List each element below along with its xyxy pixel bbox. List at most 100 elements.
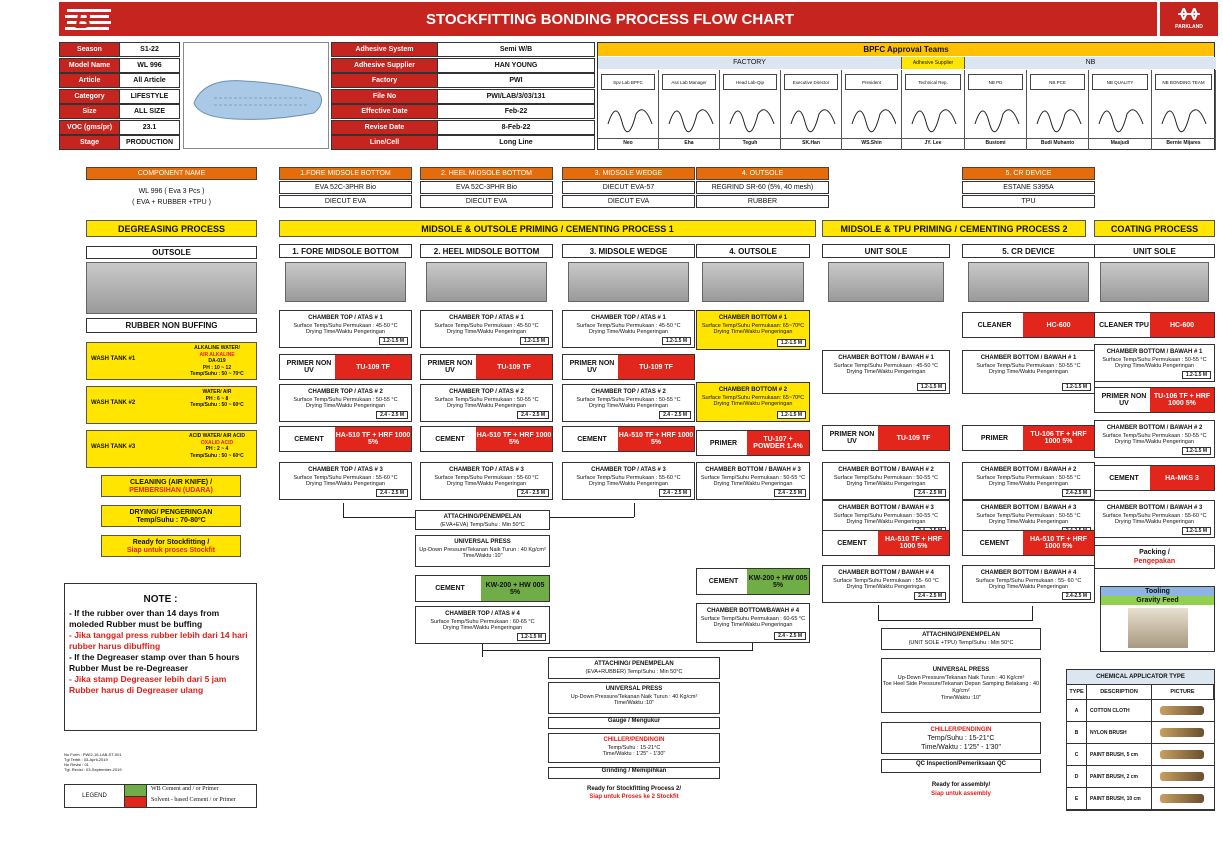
chemical-step: CLEANER TPU HC-600 [1094, 312, 1215, 338]
component-line1: ESTANE S395A [962, 181, 1095, 194]
info-label: Size [60, 105, 120, 118]
drying-step: DRYING/ PENGERINGAN Temp/Suhu : 70-80ºC [101, 505, 241, 527]
chemical-step: CEMENT HA-510 TF + HRF 1000 5% [420, 426, 553, 452]
chemical-name: TU-109 TF [878, 426, 949, 450]
chamber-time: Drying Time/Waktu Pengeringan [846, 519, 926, 526]
chamber-time: Drying Time/Waktu Pengeringan [306, 329, 385, 336]
applicator-type: C [1067, 744, 1087, 765]
chemical-name: HA-510 TF + HRF 1000 5% [618, 427, 694, 451]
ready-stockfit: Ready for Stockfitting / Siap untuk prose… [101, 535, 241, 557]
info-label: VOC (gms/pr) [60, 120, 120, 134]
approval-title: BPFC Approval Teams [598, 43, 1214, 56]
chamber-title: CHAMBER BOTTOM / BAWAH # 4 [980, 570, 1077, 576]
info-value: All Article [133, 77, 166, 84]
chamber-time: Drying Time/Waktu Pengeringan [1115, 519, 1194, 526]
chamber-time: Drying Time/Waktu Pengeringan [447, 329, 526, 336]
chamber-time: Drying Time/Waktu Pengeringan [589, 403, 668, 410]
chamber-title: CHAMBER TOP / ATAS # 3 [308, 467, 383, 473]
chamber-temp: Surface Temp/Suhu Permukaan : 50-55 °C [976, 474, 1081, 481]
chamber-temp: Surface Temp/Suhu Permukaan : 50-55 °C [1102, 432, 1207, 439]
info-label: Article [60, 74, 120, 87]
column-header: 5. CR DEVICE [962, 244, 1095, 258]
chamber-step: CHAMBER BOTTOM / BAWAH # 4 Surface Temp/S… [962, 565, 1095, 603]
component-line2: ( EVA + RUBBER +TPU ) [132, 199, 211, 206]
role-title: Spv Lab BPFC [601, 74, 655, 90]
chamber-temp: Surface Temp/Suhu Permukaan : 55-60 °C [293, 474, 398, 481]
chamber-title: CHAMBER BOTTOM / BAWAH # 2 [980, 467, 1077, 473]
info-value: HAN YOUNG [494, 61, 538, 69]
packing-step: Packing / Pengepakan [1094, 545, 1215, 569]
chemical-name: TU-109 TF [618, 355, 694, 379]
degreasing-header: DEGREASING PROCESS [86, 220, 257, 237]
chamber-temp: Surface Temp/Suhu Permukaan : 50-55 °C [434, 396, 539, 403]
chamber-step: CHAMBER BOTTOM / BAWAH # 3 Surface Temp/S… [1094, 500, 1215, 538]
wash-tank-line: PH : 6 ~ 8 [205, 395, 229, 402]
attaching-eva-eva: ATTACHING/PENEMPELAN (EVA+EVA) Temp/Suhu … [415, 510, 550, 530]
info-value: PWI/LAB/3/03/131 [486, 92, 546, 100]
chamber-temp: Surface Temp/Suhu Permukaan : 50-55 °C [1102, 356, 1207, 363]
chamber-title: CHAMBER BOTTOM / BAWAH # 3 [980, 505, 1077, 511]
component-header: 3. MIDSOLE WEDGE [562, 167, 695, 180]
component-line2: TPU [962, 195, 1095, 208]
column-photo [426, 262, 547, 302]
chemical-step: CLEANER HC-600 [962, 312, 1095, 338]
chemical-label: PRIMER NON UV [427, 360, 473, 374]
chamber-top-4: CHAMBER TOP / ATAS # 4 Surface Temp/Suhu … [415, 606, 550, 644]
chamber-step: CHAMBER TOP / ATAS # 3 Surface Temp/Suhu … [420, 462, 553, 500]
applicator-picture [1152, 744, 1214, 765]
chemical-name: HA-510 TF + HRF 1000 5% [1023, 531, 1094, 555]
flow-line [634, 503, 635, 517]
flow-line [482, 650, 752, 651]
column-header: 3. MIDSOLE WEDGE [562, 244, 695, 258]
info-label: File No [332, 89, 438, 103]
info-row: Line/Cell Long Line [331, 135, 595, 150]
applicator-type: B [1067, 722, 1087, 743]
info-value: Long Line [499, 139, 533, 146]
chemical-label: CLEANER TPU [1099, 321, 1149, 329]
component-line1: EVA 52C-3PHR Bio [279, 181, 412, 194]
info-row: Factory PWI [331, 73, 595, 88]
applicator-head-cell: DESCRIPTION [1087, 685, 1152, 699]
chamber-time: Drying Time/Waktu Pengeringan [713, 481, 793, 488]
applicator-table: CHEMICAL APPLICATOR TYPE TYPE DESCRIPTION P… [1066, 669, 1215, 811]
chemical-step: CEMENT HA-510 TF + HRF 1000 5% [279, 426, 412, 452]
chamber-range: 1.2-1.5 M [776, 410, 806, 419]
info-value: ALL SIZE [134, 108, 165, 115]
signature [908, 94, 959, 134]
info-value: S1-22 [140, 46, 159, 53]
chamber-title: CHAMBER BOTTOM # 1 [718, 315, 788, 321]
chamber-step: CHAMBER BOTTOM / BAWAH # 2 Surface Temp/S… [822, 462, 950, 500]
wash-tank-name: WASH TANK #3 [91, 444, 136, 450]
column-photo [828, 262, 944, 302]
signer-name: Masjudi [1089, 138, 1151, 148]
chemical-step: PRIMER NON UV TU-109 TF [822, 425, 950, 451]
chemical-name: HA-510 TF + HRF 1000 5% [476, 427, 552, 451]
info-value: LIFESTYLE [130, 92, 169, 100]
chamber-step: CHAMBER BOTTOM # 1 Surface Temp/Suhu Perm… [696, 310, 810, 350]
chemical-label: CEMENT [294, 435, 324, 443]
chemical-step: PRIMER NON UV TU-109 TF [420, 354, 553, 380]
wash-tank-line: WATER/ AIR [202, 389, 232, 395]
component-line2: DIECUT EVA [279, 195, 412, 208]
chemical-name: TU-107 + POWDER 1.4% [747, 431, 809, 455]
chamber-range: 1.2-1.5 M [378, 336, 408, 345]
wash-tank: WASH TANK #1 ALKALINE WATER/AIR ALKALINE D… [86, 342, 257, 380]
wash-tank-line: PH : 10 ~ 12 [202, 364, 232, 371]
applicator-row: D PAINT BRUSH, 2 cm [1067, 766, 1214, 788]
approval-role: NB QUALITY Masjudi [1089, 70, 1152, 150]
wash-tank-name: WASH TANK #1 [91, 356, 136, 362]
chamber-range: 2.4 - 2.5 M [517, 488, 549, 497]
packing-label-id: Pengepakan [1133, 557, 1176, 565]
chamber-step: CHAMBER BOTTOM / BAWAH # 1 Surface Temp/S… [962, 350, 1095, 394]
chamber-temp: Surface Temp/Suhu Permukaan : 55- 60 °C [833, 577, 939, 584]
doc-line: No Revisi : 01 [64, 762, 89, 767]
wash-tank-line: OXALID ACID [200, 439, 234, 446]
info-value: 23.1 [142, 123, 157, 131]
chamber-step: CHAMBER BOTTOM # 2 Surface Temp/Suhu Perm… [696, 382, 810, 422]
doc-line: No Form : PWI2-16-LAB-ST-001 [64, 752, 122, 757]
role-title: Technical Rep. [905, 74, 961, 90]
chemical-label: CLEANER [977, 321, 1012, 329]
signature [848, 94, 897, 134]
legend: LEGEND WB Cement and / or Primer Solvent… [64, 784, 257, 808]
chamber-time: Drying Time/Waktu Pengeringan [846, 369, 926, 376]
